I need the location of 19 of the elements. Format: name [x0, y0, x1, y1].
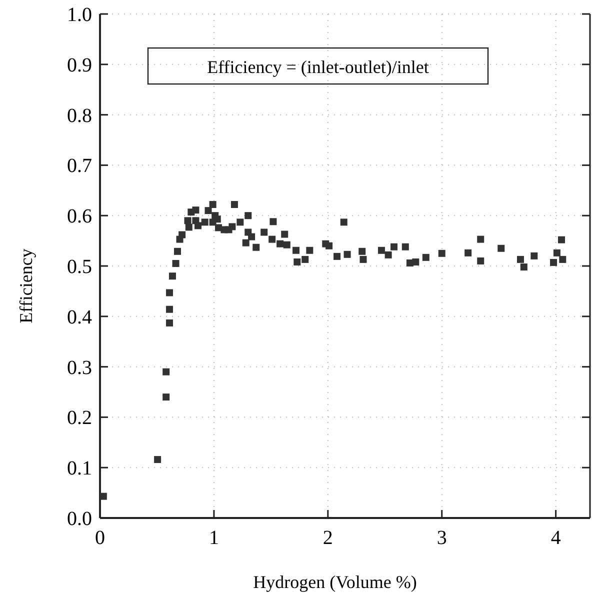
x-tick-label: 4 — [550, 527, 561, 549]
y-tick-label: 0.3 — [67, 356, 92, 379]
x-tick-label: 0 — [95, 527, 105, 549]
y-tick-label: 0.5 — [67, 256, 92, 278]
y-axis-title: Efficiency — [16, 248, 36, 324]
y-tick-label: 0.4 — [67, 306, 92, 328]
x-tick-label: 1 — [208, 527, 219, 549]
x-tick-label: 3 — [436, 527, 447, 549]
y-tick-label: 1.0 — [67, 4, 92, 26]
y-tick-label: 0.9 — [67, 54, 92, 76]
y-tick-label: 0.0 — [67, 508, 92, 530]
y-tick-label: 0.7 — [67, 155, 92, 178]
y-tick-label: 0.2 — [67, 407, 92, 430]
annotation: Efficiency = (inlet-outlet)/inlet — [207, 57, 429, 77]
y-tick-label: 0.8 — [67, 104, 92, 127]
x-axis-title: Hydrogen (Volume %) — [253, 572, 417, 592]
y-tick-label: 0.6 — [67, 206, 92, 228]
y-tick-label: 0.1 — [67, 458, 92, 480]
x-tick-label: 2 — [322, 527, 333, 549]
